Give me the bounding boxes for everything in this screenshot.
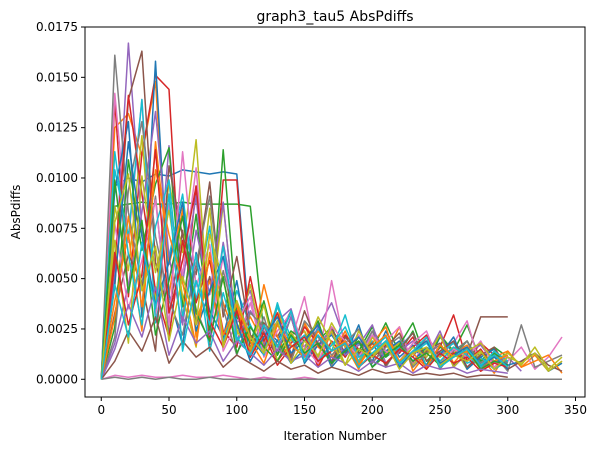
x-tick-label: 100 xyxy=(225,403,248,417)
series-line-27 xyxy=(101,376,562,381)
chart-title: graph3_tau5 AbsPdiffs xyxy=(256,9,413,25)
x-tick-label: 50 xyxy=(161,403,176,417)
y-tick-label: 0.0000 xyxy=(36,372,78,386)
series-line-24 xyxy=(100,285,508,380)
x-tick-label: 250 xyxy=(429,403,452,417)
y-tick-label: 0.0175 xyxy=(36,20,78,34)
x-tick-label: 200 xyxy=(361,403,384,417)
y-tick-label: 0.0150 xyxy=(36,70,78,84)
y-axis: 0.0000 0.0025 0.0050 0.0075 0.0100 0.0125 0.01… xyxy=(36,20,85,386)
x-tick-label: 300 xyxy=(496,403,519,417)
y-tick-label: 0.0125 xyxy=(36,121,78,135)
x-tick-label: 0 xyxy=(97,403,105,417)
y-tick-label: 0.0050 xyxy=(36,272,78,286)
series-line-19 xyxy=(100,151,509,380)
y-axis-label: AbsPdiffs xyxy=(9,185,23,240)
x-axis-label: Iteration Number xyxy=(284,429,387,443)
y-tick-label: 0.0075 xyxy=(36,221,78,235)
x-axis: 0 50 100 150 200 250 300 350 xyxy=(97,397,587,417)
plot-frame xyxy=(84,26,586,398)
y-tick-label: 0.0100 xyxy=(36,171,78,185)
x-tick-label: 150 xyxy=(293,403,316,417)
series-layer xyxy=(100,42,563,381)
x-tick-label: 350 xyxy=(564,403,587,417)
y-tick-label: 0.0025 xyxy=(36,322,78,336)
series-line-21 xyxy=(100,169,509,380)
series-line-23 xyxy=(100,149,509,380)
series-line-29 xyxy=(100,193,509,380)
series-line-25 xyxy=(100,316,508,380)
